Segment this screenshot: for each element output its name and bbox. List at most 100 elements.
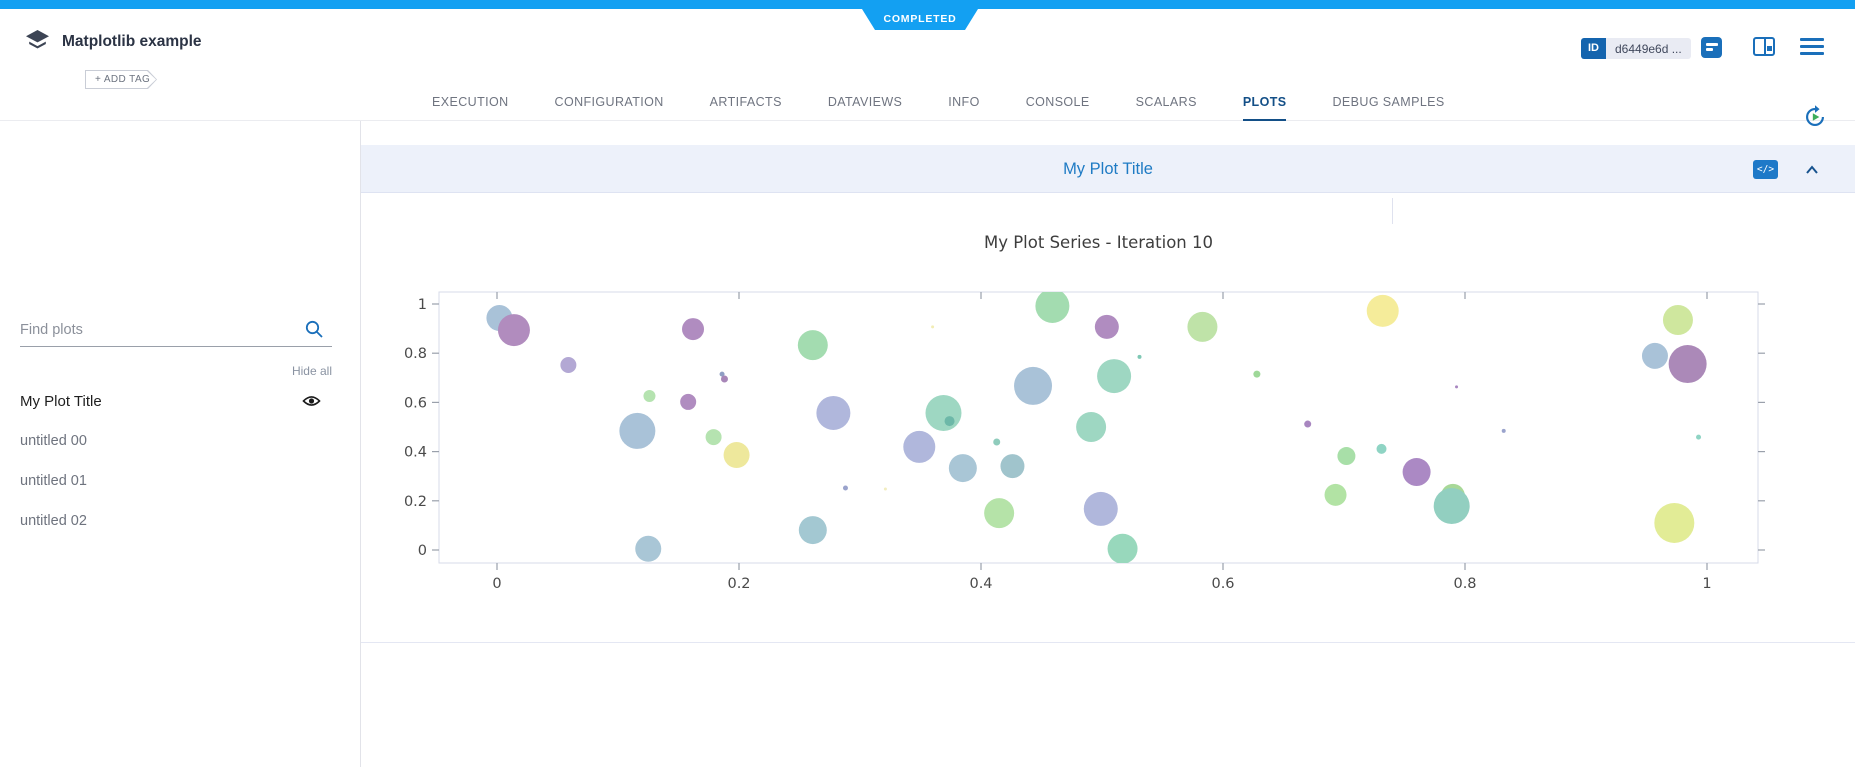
x-tick-label: 0.4	[969, 576, 992, 592]
view-code-icon[interactable]: </>	[1753, 160, 1778, 179]
scatter-chart-canvas[interactable]: My Plot Series - Iteration 10 0 0.2 0.4 0.6 0…	[380, 228, 1820, 598]
scatter-point	[720, 375, 728, 383]
add-tag-button[interactable]: + ADD TAG	[85, 70, 157, 89]
plot-list-item-label: untitled 01	[20, 473, 87, 489]
status-strip	[0, 0, 1855, 9]
scatter-point	[925, 394, 962, 431]
plot-list-item-untitled-01[interactable]: untitled 01	[0, 469, 361, 509]
plot-panel-title: My Plot Title	[1063, 160, 1153, 178]
search-icon[interactable]	[304, 319, 324, 344]
scatter-point	[1097, 359, 1132, 394]
scatter-point	[883, 487, 887, 491]
scatter-point	[1501, 428, 1506, 433]
chevron-up-icon[interactable]	[1804, 163, 1820, 177]
scatter-point	[1035, 292, 1070, 323]
plot-list-item-label: My Plot Title	[20, 393, 102, 410]
comments-icon[interactable]	[1701, 37, 1722, 58]
y-tick-label: 0	[418, 543, 427, 559]
scatter-point	[1094, 314, 1119, 339]
y-tick-label: 1	[418, 297, 427, 313]
scatter-point	[497, 314, 530, 347]
scatter-point	[944, 416, 955, 427]
plot-list-item-my-plot-title[interactable]: My Plot Title	[0, 389, 361, 429]
experiment-title: Matplotlib example	[62, 33, 202, 50]
scatter-point	[1076, 412, 1107, 442]
experiment-type-icon	[24, 28, 51, 59]
scatter-point	[797, 330, 828, 361]
details-panel-icon[interactable]	[1753, 37, 1775, 56]
scatter-point	[993, 438, 1001, 446]
plot-list: My Plot Title untitled 00 untitled 01 untit…	[0, 389, 361, 549]
auto-refresh-icon[interactable]	[1802, 104, 1828, 130]
id-label: ID	[1581, 38, 1606, 59]
scatter-point	[1654, 502, 1695, 543]
plot-border	[438, 291, 1759, 564]
scatter-point	[842, 485, 848, 491]
x-tick-label: 0.2	[727, 576, 750, 592]
y-tick-label: 0.4	[404, 445, 427, 461]
tab-info[interactable]: INFO	[948, 95, 980, 109]
hide-all-link[interactable]: Hide all	[291, 364, 332, 378]
scatter-point	[1107, 533, 1138, 563]
modebar-divider	[1392, 198, 1393, 224]
scatter-point	[1187, 311, 1218, 342]
scatter-point	[984, 498, 1015, 529]
scatter-point	[1402, 458, 1431, 487]
scatter-point	[635, 535, 662, 562]
scatter-point	[1324, 483, 1347, 506]
scatter-point	[1696, 434, 1702, 440]
scatter-point	[1641, 342, 1668, 369]
scatter-point	[643, 390, 656, 403]
chart-title: My Plot Series - Iteration 10	[984, 233, 1213, 252]
scatter-point	[931, 325, 935, 329]
id-value: d6449e6d ...	[1606, 38, 1691, 59]
menu-icon[interactable]	[1800, 37, 1824, 56]
scatter-point	[1455, 385, 1459, 389]
scatter-point	[705, 429, 722, 446]
tab-bar: EXECUTION CONFIGURATION ARTIFACTS DATAVIEWS…	[0, 85, 1855, 121]
scatter-point	[1000, 454, 1025, 479]
scatter-point	[1083, 491, 1118, 526]
scatter-point	[1014, 366, 1053, 405]
tab-execution[interactable]: EXECUTION	[432, 95, 509, 109]
x-tick-label: 0.8	[1453, 576, 1476, 592]
status-badge: COMPLETED	[862, 9, 978, 30]
status-badge-label: COMPLETED	[883, 13, 957, 25]
tab-debug-samples[interactable]: DEBUG SAMPLES	[1332, 95, 1445, 109]
x-tick-label: 0	[492, 576, 501, 592]
scatter-point	[1662, 304, 1693, 335]
tab-console[interactable]: CONSOLE	[1025, 95, 1090, 109]
scatter-point	[1433, 487, 1470, 524]
tab-configuration[interactable]: CONFIGURATION	[554, 95, 664, 109]
plot-list-item-untitled-00[interactable]: untitled 00	[0, 429, 361, 469]
plot-list-item-untitled-02[interactable]: untitled 02	[0, 509, 361, 549]
tab-artifacts[interactable]: ARTIFACTS	[709, 95, 782, 109]
x-tick-label: 1	[1702, 576, 1711, 592]
scatter-point	[560, 357, 577, 374]
scatter-point	[1304, 420, 1312, 428]
add-tag-label: + ADD TAG	[86, 71, 156, 88]
tab-plots[interactable]: PLOTS	[1242, 85, 1287, 121]
tab-dataviews[interactable]: DATAVIEWS	[827, 95, 903, 109]
scatter-point	[1376, 443, 1387, 454]
search-input[interactable]	[20, 317, 332, 347]
scatter-point	[619, 412, 656, 449]
scatter-point	[1668, 345, 1707, 384]
panel-divider	[361, 642, 1855, 643]
scatter-point	[1366, 294, 1399, 327]
scatter-point	[682, 318, 705, 341]
scatter-point	[798, 516, 827, 545]
scatter-points-layer	[486, 292, 1707, 563]
y-tick-label: 0.2	[404, 494, 427, 510]
scatter-point	[816, 395, 851, 430]
eye-icon[interactable]	[302, 394, 321, 412]
tab-scalars[interactable]: SCALARS	[1135, 95, 1197, 109]
x-tick-label: 0.6	[1211, 576, 1234, 592]
scatter-point	[948, 454, 977, 483]
scatter-point	[719, 371, 725, 377]
scatter-point	[723, 442, 750, 469]
plot-list-item-label: untitled 02	[20, 513, 87, 529]
experiment-id-badge[interactable]: ID d6449e6d ...	[1581, 38, 1691, 59]
y-tick-label: 0.6	[404, 395, 427, 411]
